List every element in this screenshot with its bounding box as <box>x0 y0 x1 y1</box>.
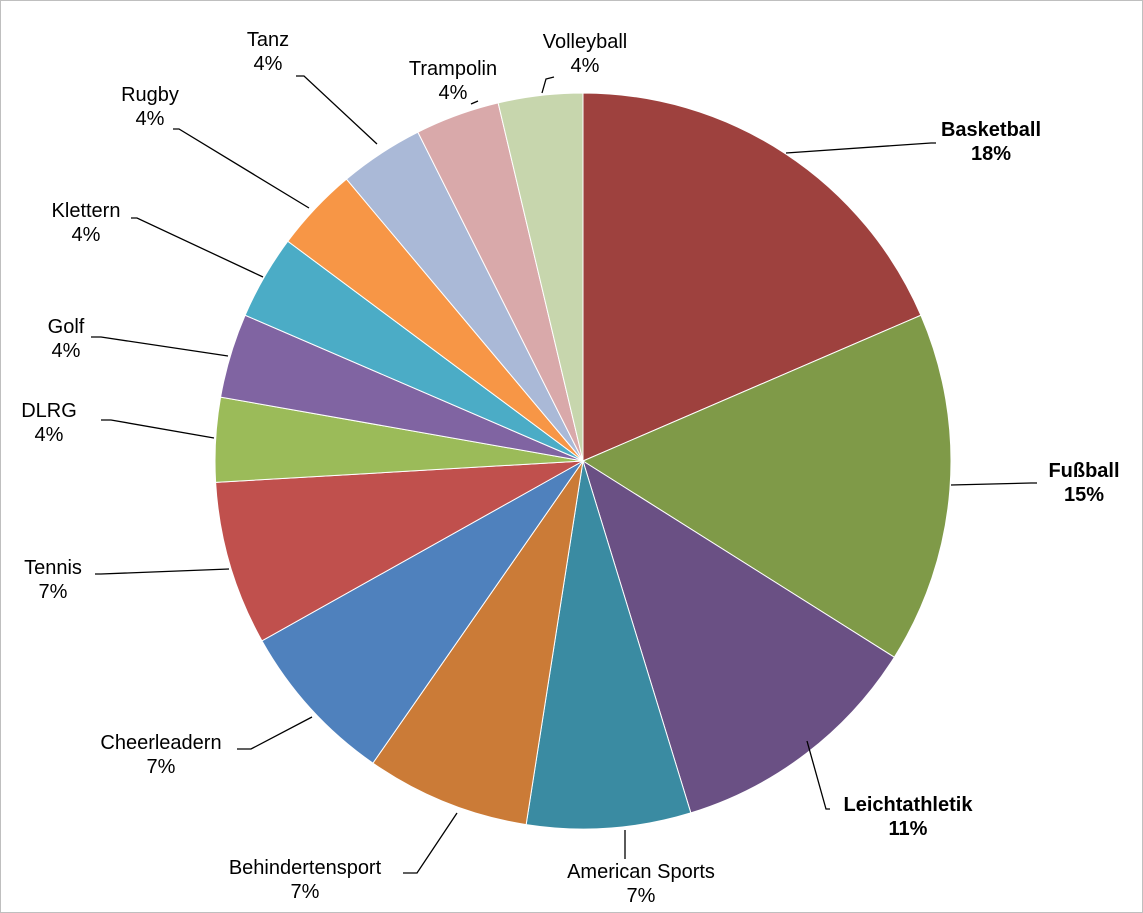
slice-percent-tanz: 4% <box>254 53 283 75</box>
slice-label-klettern: Klettern <box>52 200 121 222</box>
pie-slice-leichtathletik <box>582 459 896 814</box>
slice-percent-trampolin: 4% <box>439 82 468 104</box>
slice-label-fussball: Fußball <box>1048 460 1119 482</box>
slice-label-golf: Golf <box>48 316 85 338</box>
pie-slice-basketball <box>582 92 922 462</box>
leader-line-tennis <box>95 568 230 575</box>
slice-percent-tennis: 7% <box>39 581 68 603</box>
slice-percent-fussball: 15% <box>1064 484 1104 506</box>
slice-label-dlrg: DLRG <box>21 400 77 422</box>
slice-percent-volleyball: 4% <box>571 55 600 77</box>
slice-label-volleyball: Volleyball <box>543 31 628 53</box>
leader-line-dlrg <box>101 419 215 439</box>
slice-label-rugby: Rugby <box>121 84 179 106</box>
slice-percent-golf: 4% <box>52 340 81 362</box>
slice-label-leichtathletik: Leichtathletik <box>844 794 974 816</box>
slice-percent-basketball: 18% <box>971 143 1011 165</box>
slice-percent-klettern: 4% <box>72 224 101 246</box>
slice-label-american-sports: American Sports <box>567 861 715 883</box>
leader-line-trampolin <box>470 100 479 105</box>
leader-line-klettern <box>131 217 264 278</box>
slice-percent-leichtathletik: 11% <box>889 818 928 840</box>
pie-slice-american-sports <box>525 460 692 830</box>
leader-line-golf <box>91 336 229 357</box>
slice-label-tennis: Tennis <box>24 557 82 579</box>
leader-line-volleyball <box>541 76 555 94</box>
slice-label-basketball: Basketball <box>941 119 1041 141</box>
leader-line-basketball <box>785 142 936 154</box>
slice-percent-american-sports: 7% <box>627 885 656 907</box>
pie-slices <box>214 92 952 830</box>
slice-label-trampolin: Trampolin <box>409 58 497 80</box>
pie-slice-volleyball <box>497 92 584 462</box>
slice-percent-behindertensport: 7% <box>291 881 320 903</box>
pie-slice-behindertensport <box>372 460 584 826</box>
leader-line-behindertensport <box>403 812 458 874</box>
pie-slice-tennis <box>215 460 584 642</box>
slice-label-behindertensport: Behindertensport <box>229 857 382 879</box>
leader-line-rugby <box>173 128 310 209</box>
leader-line-fussball <box>950 482 1037 486</box>
slice-percent-cheerleadern: 7% <box>147 756 176 778</box>
slice-label-tanz: Tanz <box>247 29 289 51</box>
slice-percent-rugby: 4% <box>136 108 165 130</box>
leader-line-tanz <box>296 75 378 145</box>
pie-slice-fussball <box>581 314 952 658</box>
leader-line-cheerleadern <box>237 716 313 750</box>
leader-line-leichtathletik <box>806 740 830 810</box>
slice-percent-dlrg: 4% <box>35 424 64 446</box>
slice-label-cheerleadern: Cheerleadern <box>100 732 221 754</box>
pie-slice-cheerleadern <box>261 460 584 764</box>
leader-lines <box>91 75 1037 874</box>
